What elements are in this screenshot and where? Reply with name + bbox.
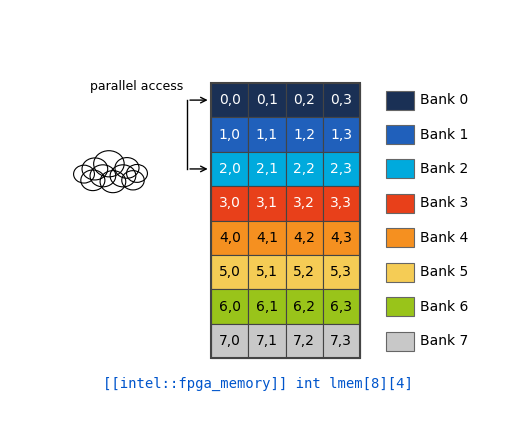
Text: 6,1: 6,1 [256, 299, 278, 314]
Text: 0,0: 0,0 [219, 93, 241, 107]
Bar [249, 83, 285, 117]
Bar [249, 220, 285, 255]
Bar [386, 297, 414, 316]
Text: 6,3: 6,3 [330, 299, 352, 314]
Text: 7,3: 7,3 [330, 334, 352, 348]
Text: 6,2: 6,2 [293, 299, 315, 314]
Bar [323, 117, 360, 152]
Bar [285, 255, 323, 289]
Text: 4,0: 4,0 [219, 231, 241, 245]
Text: 2,2: 2,2 [293, 162, 315, 176]
Text: 3,3: 3,3 [330, 196, 352, 211]
Bar [285, 220, 323, 255]
Circle shape [81, 170, 105, 190]
Circle shape [122, 171, 144, 190]
Circle shape [94, 151, 124, 177]
Text: 7,0: 7,0 [219, 334, 241, 348]
Bar [386, 160, 414, 178]
Bar [285, 186, 323, 220]
Bar [323, 220, 360, 255]
Text: 1,2: 1,2 [293, 127, 315, 142]
Text: 7,1: 7,1 [256, 334, 278, 348]
Bar [211, 83, 360, 358]
Text: Bank 2: Bank 2 [420, 162, 468, 176]
Text: 0,3: 0,3 [330, 93, 352, 107]
Text: 0,1: 0,1 [256, 93, 278, 107]
Text: 5,3: 5,3 [330, 265, 352, 279]
Bar [285, 152, 323, 186]
Text: Bank 1: Bank 1 [420, 127, 468, 142]
Bar [285, 289, 323, 324]
Text: 3,2: 3,2 [293, 196, 315, 211]
Bar [249, 324, 285, 358]
Text: Bank 0: Bank 0 [420, 93, 468, 107]
Bar [249, 289, 285, 324]
Bar [386, 263, 414, 282]
Text: 4,2: 4,2 [293, 231, 315, 245]
Circle shape [110, 165, 136, 187]
Text: 6,0: 6,0 [219, 299, 241, 314]
Bar [323, 255, 360, 289]
Text: 4,3: 4,3 [330, 231, 352, 245]
Text: [[intel::fpga_memory]] int lmem[8][4]: [[intel::fpga_memory]] int lmem[8][4] [103, 377, 412, 391]
Bar [285, 117, 323, 152]
Text: Bank 4: Bank 4 [420, 231, 468, 245]
Bar [249, 255, 285, 289]
Text: 7,2: 7,2 [293, 334, 315, 348]
Text: 1,3: 1,3 [330, 127, 352, 142]
Bar [386, 125, 414, 144]
Circle shape [82, 158, 108, 180]
Bar [285, 324, 323, 358]
Circle shape [126, 164, 148, 182]
Bar [211, 324, 249, 358]
Bar [386, 332, 414, 350]
Bar [323, 83, 360, 117]
Text: Bank 7: Bank 7 [420, 334, 468, 348]
Circle shape [90, 165, 116, 187]
Text: 5,0: 5,0 [219, 265, 241, 279]
Text: 2,1: 2,1 [256, 162, 278, 176]
Text: 2,0: 2,0 [219, 162, 241, 176]
Text: 3,0: 3,0 [219, 196, 241, 211]
Bar [211, 152, 249, 186]
Bar [323, 324, 360, 358]
Text: 1,0: 1,0 [219, 127, 241, 142]
Bar [386, 91, 414, 110]
Text: 5,2: 5,2 [293, 265, 315, 279]
Bar [211, 186, 249, 220]
Text: 4,1: 4,1 [256, 231, 278, 245]
Text: Bank 6: Bank 6 [420, 299, 468, 314]
Text: 3,1: 3,1 [256, 196, 278, 211]
Text: Bank 5: Bank 5 [420, 265, 468, 279]
Circle shape [74, 165, 94, 183]
Circle shape [115, 158, 139, 178]
Bar [323, 152, 360, 186]
Bar [249, 152, 285, 186]
Bar [386, 194, 414, 213]
Circle shape [100, 171, 126, 193]
Bar [249, 186, 285, 220]
Bar [249, 117, 285, 152]
Bar [211, 220, 249, 255]
Text: 1,1: 1,1 [256, 127, 278, 142]
Text: 5,1: 5,1 [256, 265, 278, 279]
Text: 2,3: 2,3 [330, 162, 352, 176]
Bar [211, 289, 249, 324]
Bar [323, 289, 360, 324]
Text: parallel access: parallel access [90, 80, 183, 93]
Bar [211, 83, 249, 117]
Bar [323, 186, 360, 220]
Bar [285, 83, 323, 117]
Bar [211, 255, 249, 289]
Text: Bank 3: Bank 3 [420, 196, 468, 211]
Text: 0,2: 0,2 [293, 93, 315, 107]
Bar [386, 228, 414, 247]
Bar [211, 117, 249, 152]
